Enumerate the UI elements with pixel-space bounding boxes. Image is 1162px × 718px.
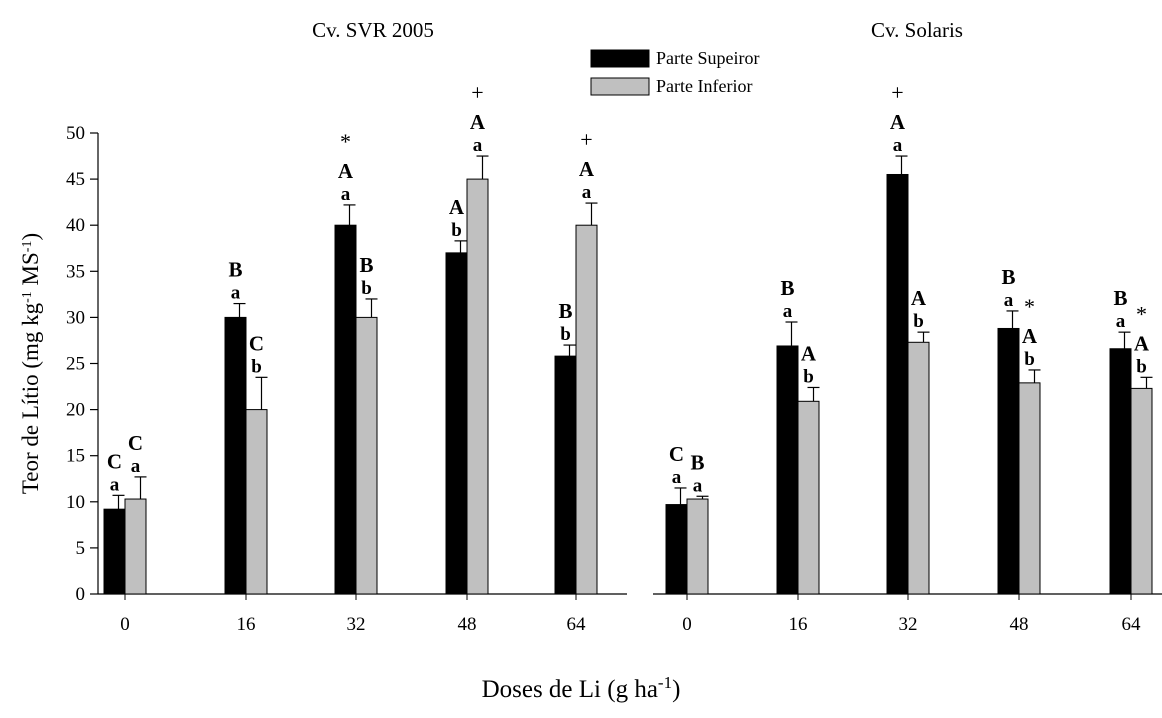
bar <box>907 341 930 595</box>
bar <box>797 400 820 595</box>
panel-title: Cv. SVR 2005 <box>312 18 434 42</box>
bar <box>886 173 909 595</box>
legend-label: Parte Supeiror <box>656 48 759 68</box>
y-tick-label: 5 <box>76 538 86 559</box>
bar-annotation: a <box>110 474 120 495</box>
bar-annotation: + <box>580 127 592 152</box>
bar-annotation: C <box>128 431 143 455</box>
legend-swatch <box>590 49 650 68</box>
bar-annotation: b <box>560 324 571 345</box>
bar-annotation: b <box>803 366 814 387</box>
bar <box>103 508 126 595</box>
bar-annotation: + <box>471 80 483 105</box>
bar-annotation: A <box>579 157 595 181</box>
bar-annotation: B <box>1113 286 1127 310</box>
bar-annotation: a <box>231 283 241 304</box>
bar <box>245 409 268 595</box>
bar-annotation: A <box>801 341 817 365</box>
bar <box>224 316 247 595</box>
bar-annotation: A <box>890 110 906 134</box>
bar-annotation: A <box>911 286 927 310</box>
bar-annotation: a <box>1004 290 1014 311</box>
bar <box>1018 382 1041 595</box>
bar <box>686 498 709 595</box>
bar-annotation: b <box>1136 356 1147 377</box>
bar-annotation: B <box>359 253 373 277</box>
bar-annotation: + <box>891 80 903 105</box>
bar-annotation: a <box>783 301 793 322</box>
y-tick-label: 45 <box>66 169 85 190</box>
bar <box>445 252 468 595</box>
bar-annotation: A <box>338 159 354 183</box>
bar <box>665 504 688 595</box>
bar-annotation: a <box>1116 311 1126 332</box>
x-tick-label: 64 <box>567 614 587 635</box>
bar-annotation: C <box>249 331 264 355</box>
bar-annotation: * <box>340 129 351 154</box>
x-tick-label: 64 <box>1122 614 1142 635</box>
y-tick-label: 25 <box>66 354 85 375</box>
bar-annotation: B <box>1001 265 1015 289</box>
bar-annotation: b <box>913 311 924 332</box>
bar <box>554 355 577 595</box>
bar-annotation: a <box>341 184 351 205</box>
y-tick-label: 40 <box>66 215 85 236</box>
x-tick-label: 32 <box>899 614 918 635</box>
y-tick-label: 0 <box>76 584 86 605</box>
x-tick-label: 0 <box>682 614 692 635</box>
bar-annotation: A <box>449 195 465 219</box>
bar-annotation: a <box>893 135 903 156</box>
x-tick-label: 16 <box>789 614 808 635</box>
bar-annotation: A <box>470 110 486 134</box>
y-tick-label: 20 <box>66 400 85 421</box>
bar-annotation: A <box>1022 324 1038 348</box>
bar <box>1130 387 1153 595</box>
legend-label: Parte Inferior <box>656 76 752 96</box>
x-tick-label: 48 <box>458 614 477 635</box>
bar-annotation: B <box>558 299 572 323</box>
bar-annotation: * <box>1136 301 1147 326</box>
bar-annotation: * <box>1024 294 1035 319</box>
y-tick-label: 35 <box>66 261 85 282</box>
bar <box>355 316 378 595</box>
bar-annotation: C <box>107 449 122 473</box>
y-tick-label: 30 <box>66 307 85 328</box>
x-axis-label: Doses de Li (g ha-1) <box>482 673 681 704</box>
x-tick-label: 32 <box>347 614 366 635</box>
y-tick-label: 50 <box>66 123 85 144</box>
bar-annotation: b <box>451 220 462 241</box>
bar-annotation: b <box>251 356 262 377</box>
bar <box>1109 348 1132 595</box>
bar-annotation: B <box>228 258 242 282</box>
bar-annotation: A <box>1134 331 1150 355</box>
y-axis-label: Teor de Lítio (mg kg-1 MS-1) <box>18 233 43 494</box>
x-tick-label: 0 <box>120 614 130 635</box>
x-tick-label: 16 <box>237 614 256 635</box>
bar-annotation: a <box>672 467 682 488</box>
bar-annotation: B <box>690 450 704 474</box>
bar <box>466 178 489 595</box>
bar-annotation: C <box>669 442 684 466</box>
bar <box>124 498 147 595</box>
bar <box>575 224 598 595</box>
bar-annotation: a <box>131 456 141 477</box>
legend-swatch <box>590 77 650 96</box>
bar-annotation: a <box>582 182 592 203</box>
panel-title: Cv. Solaris <box>871 18 963 42</box>
y-tick-label: 15 <box>66 446 85 467</box>
bar <box>776 345 799 595</box>
bar-annotation: B <box>780 276 794 300</box>
bar-annotation: b <box>361 278 372 299</box>
bar <box>334 224 357 595</box>
bar <box>997 327 1020 595</box>
y-tick-label: 10 <box>66 492 85 513</box>
bar-annotation: a <box>693 475 703 496</box>
x-tick-label: 48 <box>1010 614 1029 635</box>
bar-annotation: b <box>1024 349 1035 370</box>
bar-annotation: a <box>473 135 483 156</box>
